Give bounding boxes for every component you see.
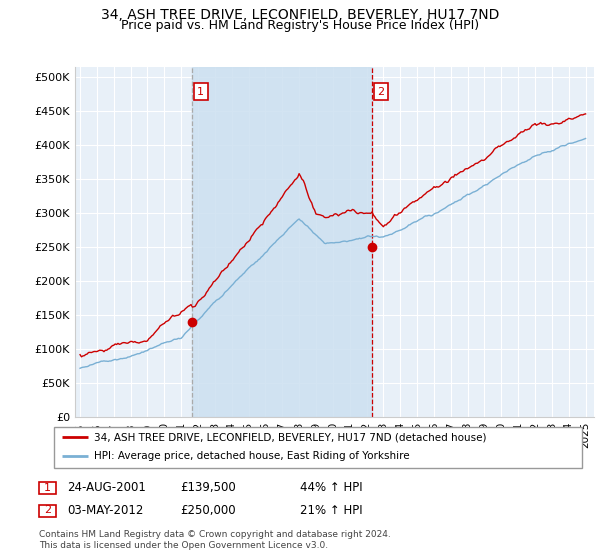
- Text: This data is licensed under the Open Government Licence v3.0.: This data is licensed under the Open Gov…: [39, 541, 328, 550]
- Text: 34, ASH TREE DRIVE, LECONFIELD, BEVERLEY, HU17 7ND: 34, ASH TREE DRIVE, LECONFIELD, BEVERLEY…: [101, 8, 499, 22]
- Text: 34, ASH TREE DRIVE, LECONFIELD, BEVERLEY, HU17 7ND (detached house): 34, ASH TREE DRIVE, LECONFIELD, BEVERLEY…: [94, 432, 486, 442]
- FancyBboxPatch shape: [54, 427, 582, 468]
- Text: HPI: Average price, detached house, East Riding of Yorkshire: HPI: Average price, detached house, East…: [94, 451, 409, 461]
- Text: 1: 1: [197, 87, 204, 97]
- Text: 03-MAY-2012: 03-MAY-2012: [67, 503, 143, 517]
- Text: 2: 2: [44, 505, 51, 515]
- Text: Contains HM Land Registry data © Crown copyright and database right 2024.: Contains HM Land Registry data © Crown c…: [39, 530, 391, 539]
- Text: 24-AUG-2001: 24-AUG-2001: [67, 481, 146, 494]
- Text: 44% ↑ HPI: 44% ↑ HPI: [300, 481, 362, 494]
- Bar: [192, 67, 373, 417]
- Text: £250,000: £250,000: [180, 503, 236, 517]
- Text: Price paid vs. HM Land Registry's House Price Index (HPI): Price paid vs. HM Land Registry's House …: [121, 19, 479, 32]
- Text: 1: 1: [44, 483, 51, 493]
- Text: 2: 2: [377, 87, 385, 97]
- Text: £139,500: £139,500: [180, 481, 236, 494]
- Text: 21% ↑ HPI: 21% ↑ HPI: [300, 503, 362, 517]
